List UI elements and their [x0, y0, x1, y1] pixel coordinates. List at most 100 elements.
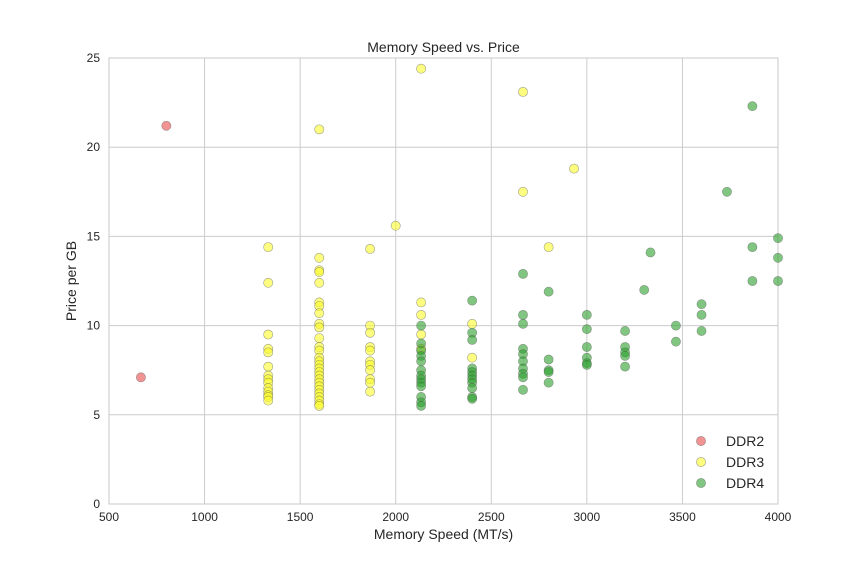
data-point: [645, 247, 656, 258]
data-point: [365, 243, 376, 254]
data-point: [416, 63, 427, 74]
y-tick-label: 25: [87, 51, 101, 65]
chart-title: Memory Speed vs. Price: [367, 39, 520, 55]
data-point: [543, 286, 554, 297]
legend-marker: [696, 457, 706, 467]
data-point: [747, 101, 758, 112]
y-tick-label: 5: [93, 408, 100, 422]
y-tick-label: 20: [87, 140, 101, 154]
legend-marker: [696, 478, 706, 488]
legend-label: DDR2: [726, 433, 764, 449]
data-point: [314, 322, 325, 333]
data-point: [518, 268, 528, 279]
plot-frame: [108, 57, 779, 505]
data-point: [581, 309, 592, 320]
data-point: [416, 400, 427, 411]
data-point: [696, 309, 707, 320]
data-point: [773, 233, 783, 244]
data-point: [416, 297, 427, 308]
data-point: [416, 309, 427, 320]
data-point: [314, 124, 325, 135]
data-point: [747, 242, 758, 253]
data-point: [416, 381, 427, 392]
data-point: [136, 372, 146, 383]
data-point: [671, 336, 681, 347]
data-point: [314, 267, 325, 277]
data-point: [263, 395, 274, 406]
data-point: [314, 400, 325, 411]
data-point: [314, 252, 325, 263]
data-point: [696, 326, 707, 336]
data-point: [314, 277, 325, 288]
x-tick-label: 4000: [765, 510, 792, 524]
series-ddr2: [136, 120, 172, 383]
y-tick-labels: 0 5 10 15 20 25: [87, 51, 101, 511]
data-point: [773, 276, 783, 286]
data-point: [467, 295, 478, 306]
data-point: [390, 220, 401, 231]
data-point: [581, 359, 592, 370]
y-tick-label: 0: [93, 497, 100, 511]
x-tick-label: 3500: [669, 510, 696, 524]
data-point: [518, 309, 528, 320]
data-point: [722, 186, 732, 197]
data-point: [263, 347, 274, 358]
data-point: [365, 345, 376, 356]
legend-label: DDR4: [726, 475, 764, 491]
data-point: [543, 242, 554, 253]
data-point: [543, 354, 554, 365]
y-tick-label: 15: [87, 229, 101, 243]
legend-label: DDR3: [726, 454, 764, 470]
data-point: [581, 342, 592, 352]
data-point: [518, 372, 528, 383]
legend-marker: [696, 436, 706, 446]
x-tick-label: 2000: [382, 510, 409, 524]
data-point: [543, 377, 554, 388]
data-point: [365, 377, 376, 388]
data-point: [365, 327, 376, 338]
data-point: [263, 242, 274, 253]
data-point: [671, 320, 681, 331]
y-axis-label: Price per GB: [63, 241, 79, 321]
data-point: [543, 367, 554, 377]
data-point: [518, 186, 528, 197]
series-ddr3: [263, 63, 579, 411]
y-tick-label: 10: [87, 319, 101, 333]
data-point: [467, 352, 478, 363]
data-point: [416, 356, 427, 367]
data-point: [263, 361, 274, 372]
data-point: [467, 383, 478, 393]
data-point: [314, 308, 325, 319]
data-points: [136, 63, 783, 411]
data-point: [467, 334, 478, 345]
data-point: [620, 351, 630, 361]
data-point: [569, 163, 579, 174]
legend: DDR2 DDR3 DDR4: [696, 433, 764, 491]
data-point: [263, 329, 274, 340]
data-point: [467, 393, 478, 404]
data-point: [518, 318, 528, 329]
data-point: [773, 252, 783, 263]
data-point: [161, 120, 172, 131]
x-tick-labels: 500 1000 1500 2000 2500 3000 3500 4000: [99, 510, 792, 524]
data-point: [314, 333, 325, 343]
data-point: [620, 326, 630, 336]
x-tick-label: 500: [99, 510, 119, 524]
x-tick-label: 1000: [191, 510, 218, 524]
data-point: [365, 365, 376, 376]
data-point: [639, 285, 650, 295]
data-point: [365, 386, 376, 397]
data-point: [747, 276, 758, 286]
x-tick-label: 3000: [574, 510, 601, 524]
data-point: [416, 320, 427, 331]
data-point: [581, 324, 592, 335]
data-point: [518, 86, 528, 97]
data-point: [696, 299, 707, 310]
data-point: [518, 384, 528, 395]
x-axis-label: Memory Speed (MT/s): [374, 526, 513, 542]
x-tick-label: 1500: [287, 510, 314, 524]
series-ddr4: [416, 101, 783, 411]
x-tick-label: 2500: [478, 510, 505, 524]
data-point: [263, 277, 274, 288]
